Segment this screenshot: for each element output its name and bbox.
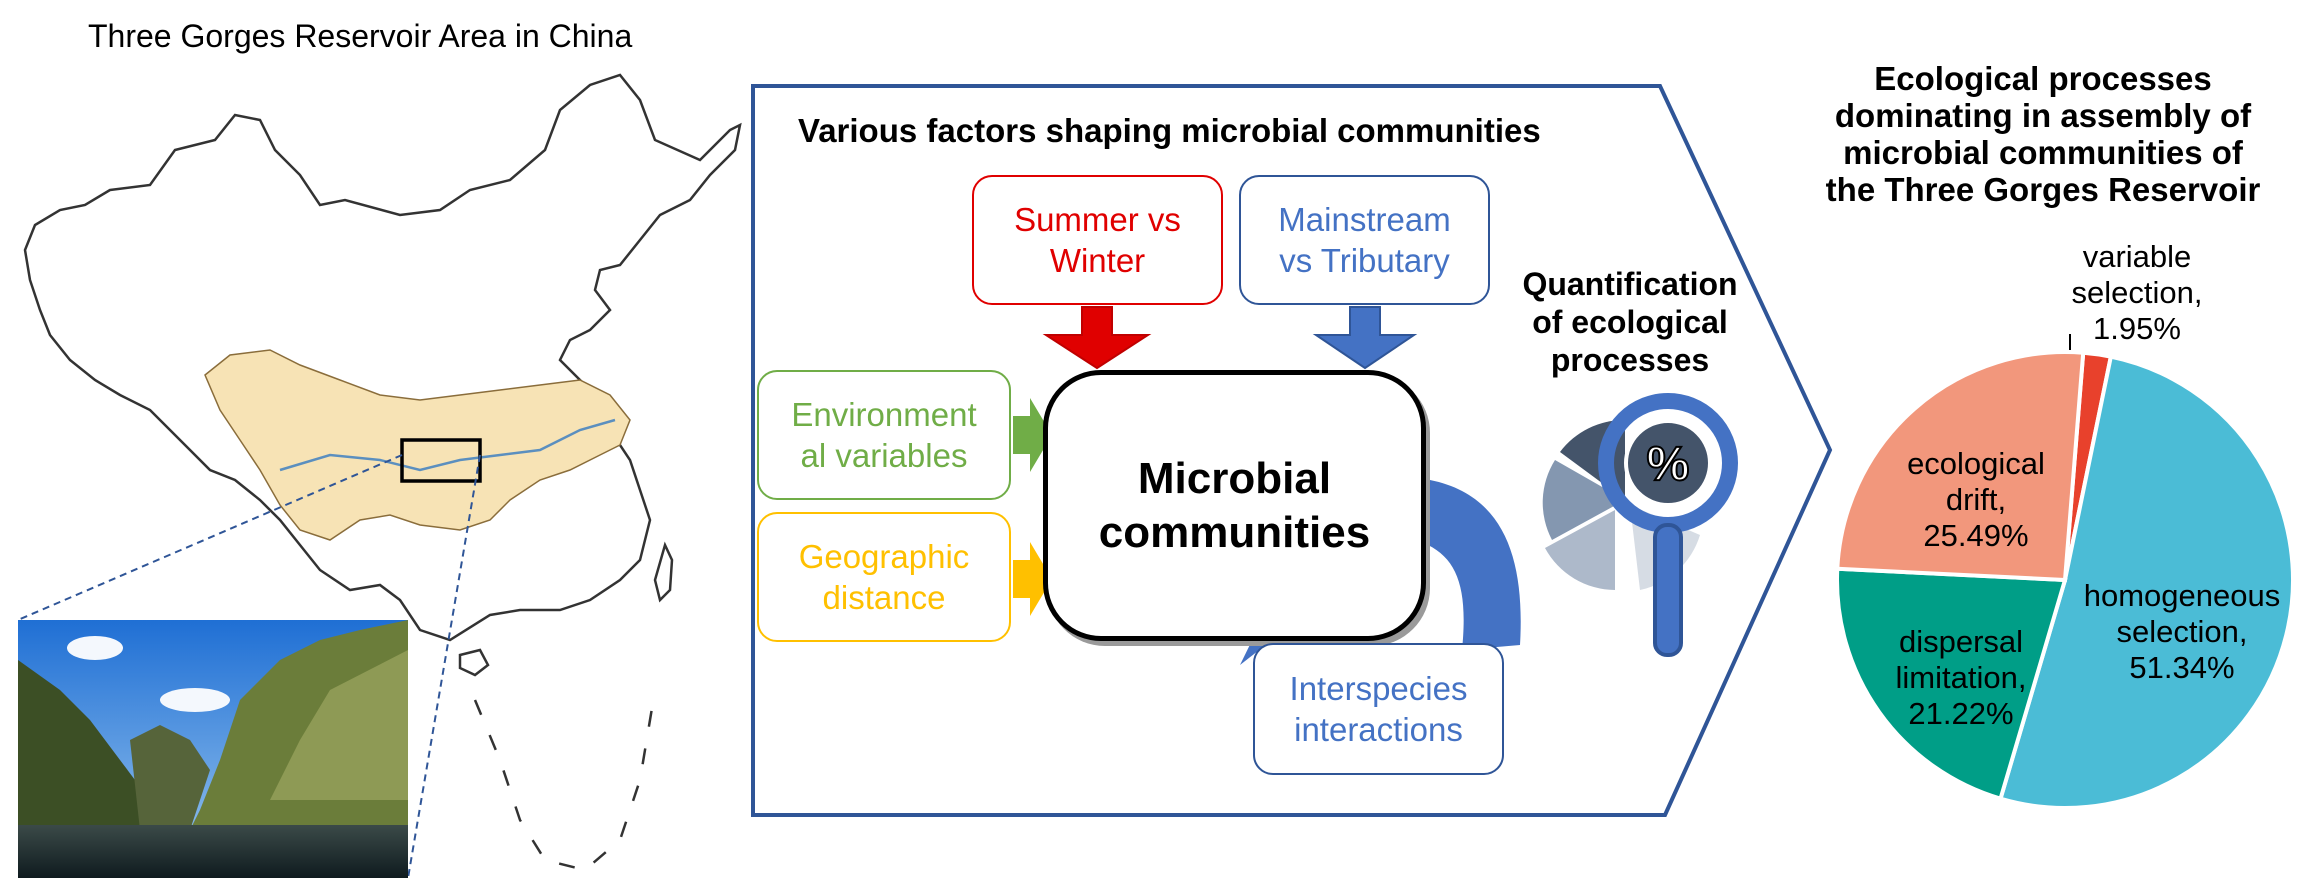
- pie-chart-title: Ecological processes dominating in assem…: [1825, 60, 2261, 208]
- river-arrow: [1312, 306, 1418, 370]
- pie-chart: [1835, 350, 2295, 810]
- quantification-illustration: %: [1542, 393, 1738, 657]
- china-outline: [23, 73, 742, 642]
- pie-slice-homogeneous-selection: [1998, 354, 2295, 810]
- interspecies-factor-box: Interspecies interactions: [1253, 643, 1504, 775]
- landscape-photo: [18, 620, 408, 878]
- taiwan-outline: [653, 541, 674, 603]
- microbial-communities-box: Microbial communities: [1043, 370, 1426, 641]
- pie-label-variable-selection: variable selection, 1.95%: [2071, 239, 2203, 346]
- pie-slice-dispersal-limitation: [1835, 566, 2068, 802]
- pie-label-dispersal-limitation: dispersal limitation, 21.22%: [1895, 624, 2027, 731]
- factors-panel-frame: [751, 84, 1833, 817]
- nine-dash-line: [473, 689, 657, 872]
- geography-arrow: [1013, 542, 1052, 616]
- quantification-label: Quantification of ecological processes: [1522, 266, 1738, 378]
- percent-symbol: %: [1647, 438, 1690, 491]
- season-arrow: [1042, 306, 1152, 370]
- season-factor-box: Summer vs Winter: [972, 175, 1223, 305]
- environment-arrow: [1013, 398, 1052, 472]
- geography-factor-box: Geographic distance: [757, 512, 1011, 642]
- pie-label-ecological-drift: ecological drift, 25.49%: [1907, 446, 2045, 553]
- environment-factor-box: Environment al variables: [757, 370, 1011, 500]
- factors-panel-title: Various factors shaping microbial commun…: [798, 112, 1541, 149]
- pie-slice-ecological-drift: [1835, 350, 2086, 583]
- factor-arrows: [1013, 306, 1521, 665]
- yangtze-basin: [204, 349, 631, 541]
- interaction-loop-arrow: [1428, 480, 1521, 650]
- river-factor-box: Mainstream vs Tributary: [1239, 175, 1490, 305]
- map-title: Three Gorges Reservoir Area in China: [88, 18, 633, 54]
- pie-label-homogeneous-selection: homogeneous selection, 51.34%: [2083, 578, 2281, 685]
- hainan-outline: [458, 648, 490, 677]
- zoom-lines: [17, 454, 481, 879]
